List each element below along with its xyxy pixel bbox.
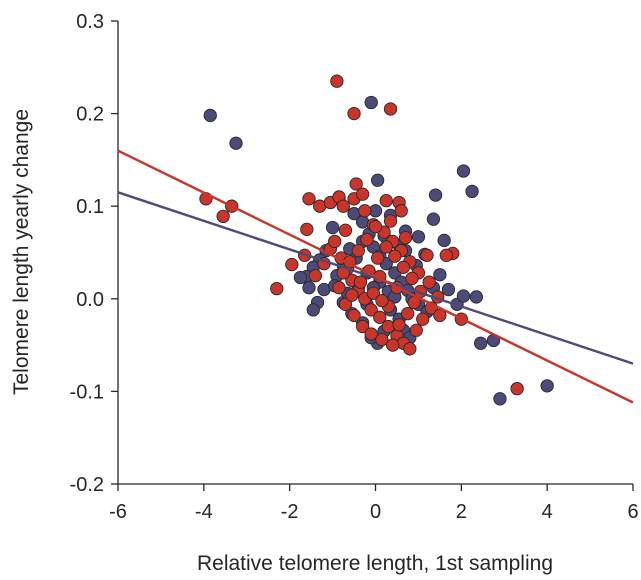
red-data-point (403, 342, 417, 356)
x-tick-label: 0 (370, 501, 381, 523)
red-data-point (328, 234, 342, 249)
red-data-point (388, 249, 402, 263)
blue-data-point (203, 108, 217, 123)
red-data-point (302, 192, 316, 206)
red-data-point (368, 219, 383, 234)
red-data-point (398, 231, 413, 245)
red-data-point (353, 275, 368, 289)
y-axis-title: Telomere length yearly change (10, 109, 33, 395)
y-tick-label: 0.3 (76, 11, 104, 33)
blue-data-point (302, 281, 316, 295)
red-data-point (349, 177, 363, 191)
y-tick-label: 0.2 (76, 104, 104, 126)
y-tick-label: 0.1 (76, 196, 104, 218)
blue-data-point (411, 230, 426, 244)
red-data-point (386, 338, 400, 352)
y-tick-label: 0.0 (76, 289, 104, 311)
blue-data-point (540, 379, 554, 393)
red-data-point (358, 204, 372, 218)
red-data-point (338, 223, 353, 237)
blue-data-point (433, 268, 447, 282)
blue-data-point (456, 164, 471, 178)
red-data-point (355, 319, 370, 334)
red-data-point (347, 106, 361, 121)
blue-regression-line (117, 191, 634, 365)
red-data-point (383, 214, 398, 228)
red-data-point (401, 306, 415, 321)
blue-data-point (441, 282, 456, 297)
red-data-point (360, 232, 374, 247)
blue-data-point (473, 336, 488, 350)
red-data-point (308, 268, 323, 283)
red-data-point (375, 294, 389, 308)
x-tick-label: 6 (627, 501, 638, 523)
x-tick-label: -2 (281, 501, 299, 523)
x-axis-title: Relative telomere length, 1st sampling (197, 552, 553, 575)
red-data-point (405, 271, 419, 286)
blue-data-point (325, 220, 340, 235)
blue-data-point (456, 289, 471, 303)
red-data-point (366, 286, 381, 300)
red-data-point (300, 222, 314, 237)
red-data-point (364, 327, 378, 341)
red-data-point (216, 209, 230, 224)
x-tick-label: -4 (195, 501, 213, 523)
red-data-point (345, 288, 359, 302)
red-data-point (336, 199, 350, 213)
blue-data-point (428, 188, 443, 202)
red-data-point (338, 297, 353, 312)
blue-data-point (493, 392, 507, 406)
red-data-point (355, 187, 370, 201)
red-data-point (416, 312, 430, 326)
x-tick-label: -6 (109, 501, 127, 523)
blue-data-point (306, 303, 320, 317)
red-data-point (409, 323, 423, 337)
red-regression-line (117, 149, 634, 404)
blue-data-point (370, 173, 385, 187)
red-data-point (396, 260, 411, 274)
red-data-point (420, 248, 434, 262)
blue-data-point (364, 95, 378, 110)
red-data-point (439, 248, 453, 262)
red-data-point (370, 251, 385, 265)
red-data-point (375, 332, 389, 347)
red-data-point (379, 193, 393, 208)
ticks: -6 -4 -2 0 2 4 6 -0.2 -0.1 0.0 0.1 0.2 0.3 (70, 11, 639, 523)
red-data-point (351, 243, 365, 258)
blue-data-point (465, 184, 479, 199)
blue-data-point (437, 233, 451, 248)
x-tick-label: 2 (456, 501, 467, 523)
fit-lines (117, 149, 634, 404)
blue-data-point (293, 270, 308, 285)
red-data-point (394, 204, 408, 218)
red-data-point (332, 281, 346, 295)
red-data-point (383, 102, 398, 116)
y-tick-label: -0.1 (70, 381, 104, 403)
red-data-point (364, 303, 378, 317)
red-data-point (285, 257, 299, 272)
red-data-point (379, 240, 393, 254)
red-data-point (422, 275, 436, 289)
data-points (199, 74, 554, 406)
x-tick-label: 4 (542, 501, 553, 523)
red-data-point (330, 74, 344, 88)
blue-data-point (229, 136, 243, 150)
red-data-point (347, 308, 361, 323)
red-data-point (510, 381, 524, 396)
blue-data-point (426, 212, 441, 226)
red-data-point (270, 281, 284, 296)
red-data-point (392, 318, 406, 332)
red-data-point (373, 310, 387, 324)
y-tick-label: -0.2 (70, 474, 104, 496)
blue-data-point (469, 290, 484, 304)
